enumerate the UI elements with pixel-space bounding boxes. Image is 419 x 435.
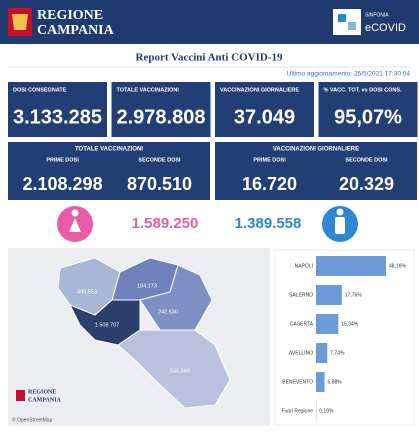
male-icon-body: [335, 217, 345, 234]
kpi-value: 37.049: [234, 106, 295, 128]
split-title: TOTALE VACCINAZIONI: [75, 147, 143, 153]
bar: [316, 285, 342, 305]
emblem-detail: [12, 14, 28, 30]
value-label: 0,19%: [319, 408, 334, 414]
map-logo: REGIONE: [28, 389, 56, 395]
kpi-value: 2.978.808: [117, 106, 206, 128]
brand-icon: [333, 9, 361, 35]
male-icon-head: [337, 209, 344, 216]
split-row: TOTALE VACCINAZIONI PRIME DOSI SECONDE DOS…: [8, 142, 417, 200]
bar: [316, 314, 338, 334]
category-label: BENEVENTO: [282, 379, 313, 385]
female-icon-head: [72, 210, 79, 217]
split-label: PRIME DOSI: [46, 157, 79, 163]
map-label: 556.569: [170, 368, 190, 374]
split-value: 870.510: [127, 174, 192, 194]
category-label: AVELLINO: [289, 350, 313, 356]
split-value: 20.329: [339, 174, 394, 194]
split-value: 16.720: [242, 174, 297, 194]
category-label: CASERTA: [290, 321, 314, 327]
logo-text: CAMPANIA: [37, 23, 115, 38]
logo-text: REGIONE: [37, 8, 103, 23]
value-label: 7,74%: [330, 350, 345, 356]
value-label: 17,76%: [345, 292, 363, 298]
map-label: 1.508.707: [95, 322, 119, 328]
kpi-label: % VACC. TOT. vs DOSI CONS.: [324, 87, 403, 93]
brand-icon-part: [348, 22, 356, 30]
map-logo: CAMPANIA: [28, 397, 62, 403]
bar: [316, 372, 325, 392]
split-value: 2.108.298: [23, 174, 103, 194]
split-title: VACCINAZIONI GIORNALIERE: [273, 147, 359, 153]
value-label: 15,34%: [341, 321, 359, 327]
female-value: 1.589.250: [132, 215, 199, 232]
category-label: Fuori Regione: [282, 408, 314, 414]
split-label: SECONDE DOSI: [345, 157, 388, 163]
bar: [316, 256, 386, 276]
map-credit: © OpenStreetMap: [12, 416, 53, 423]
kpi-value: 3.133.285: [13, 106, 102, 128]
map-label: 184.173: [137, 283, 157, 289]
brand-small: SINFONIA: [365, 12, 389, 18]
brand: eCOVID: [365, 22, 406, 34]
map-logo-emblem: [16, 390, 25, 401]
map-label: 242.630: [158, 309, 178, 315]
bar: [316, 343, 327, 363]
kpi-label: VACCINAZIONI GIORNALIERE: [220, 87, 299, 93]
category-label: SALERNO: [289, 292, 313, 298]
kpi-label: TOTALE VACCINAZIONI: [117, 87, 180, 93]
male-value: 1.389.558: [235, 215, 302, 232]
value-label: 5,88%: [328, 379, 343, 385]
map-label: 490.653: [77, 289, 97, 295]
page-title: Report Vaccini Anti COVID-19: [136, 52, 283, 64]
category-label: NAPOLI: [295, 263, 313, 269]
kpi-label: DOSI CONSEGNATE: [13, 87, 67, 93]
chart-panel: [275, 250, 414, 425]
kpi-row: DOSI CONSEGNATE 3.133.285 TOTALE VACCINAZI…: [8, 82, 418, 137]
split-label: SECONDE DOSI: [138, 157, 181, 163]
update-time: Ultimo aggiornamento: 25/5/2021 17:30:04: [287, 71, 411, 78]
brand-icon-part: [338, 14, 346, 22]
value-label: 48,16%: [389, 263, 407, 269]
kpi-value: 95,07%: [334, 106, 402, 128]
split-label: PRIME DOSI: [253, 157, 286, 163]
